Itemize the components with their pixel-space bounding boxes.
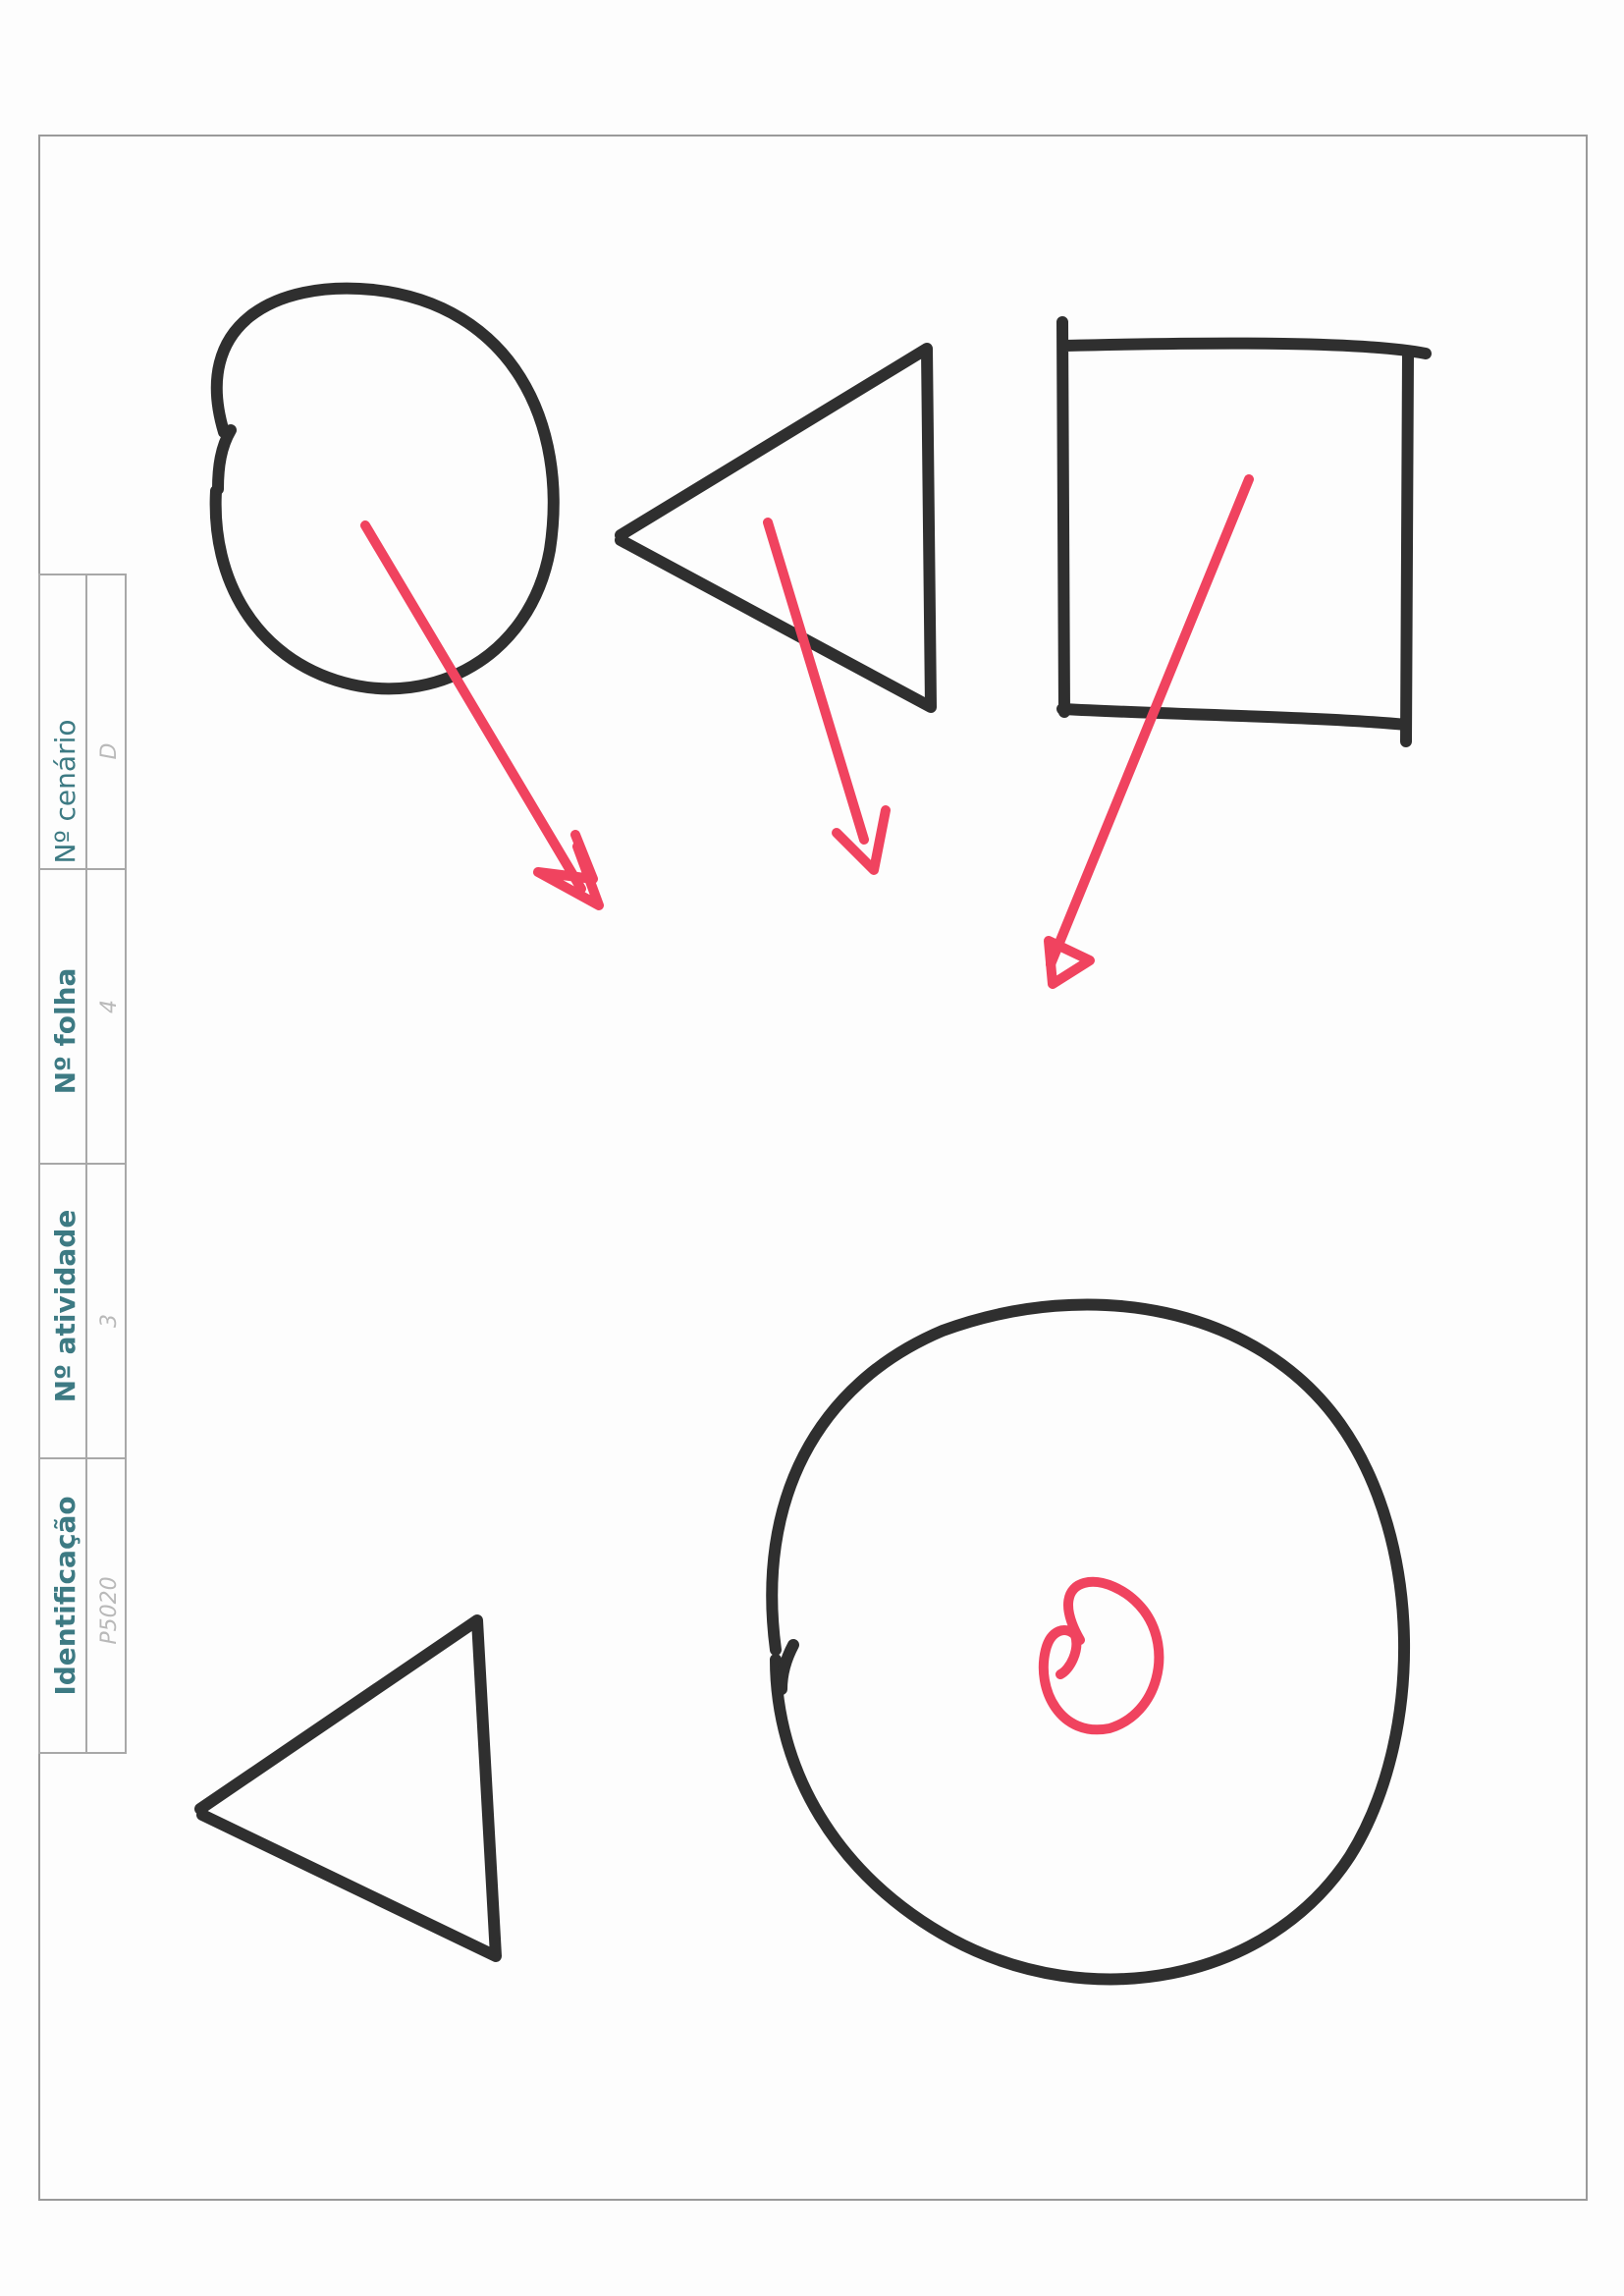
large-circle-closing-stroke: [776, 1639, 799, 1695]
page-border: [38, 135, 1588, 2201]
large-circle-shape: [766, 1298, 1411, 1986]
value-identificacao: P5020: [97, 1576, 122, 1644]
value-atividade: 3: [97, 1314, 122, 1328]
header-folha-label: Nº folha: [49, 968, 81, 1095]
header-identificacao-label: Identificação: [49, 1496, 81, 1695]
arrow-from-square: [1044, 474, 1254, 989]
header-atividade-label: Nº atividade: [49, 1210, 81, 1403]
small-circle-shape: [209, 282, 560, 695]
triangle-shape-top: [615, 343, 937, 713]
triangle-shape-bottom: [194, 1614, 502, 1962]
header-table: Nº cenário Nº folha Nº atividade Identif…: [38, 574, 127, 1754]
arrow-from-triangle: [763, 518, 891, 875]
small-circle-closing-stroke: [212, 424, 237, 495]
value-cenario: D: [97, 743, 122, 760]
header-cenario-label: Nº cenário: [49, 720, 81, 864]
arrow-from-circle: [360, 520, 604, 910]
square-shape: [1056, 316, 1432, 747]
value-folha: 4: [97, 1000, 122, 1013]
red-scribble-mark: [1038, 1576, 1164, 1735]
